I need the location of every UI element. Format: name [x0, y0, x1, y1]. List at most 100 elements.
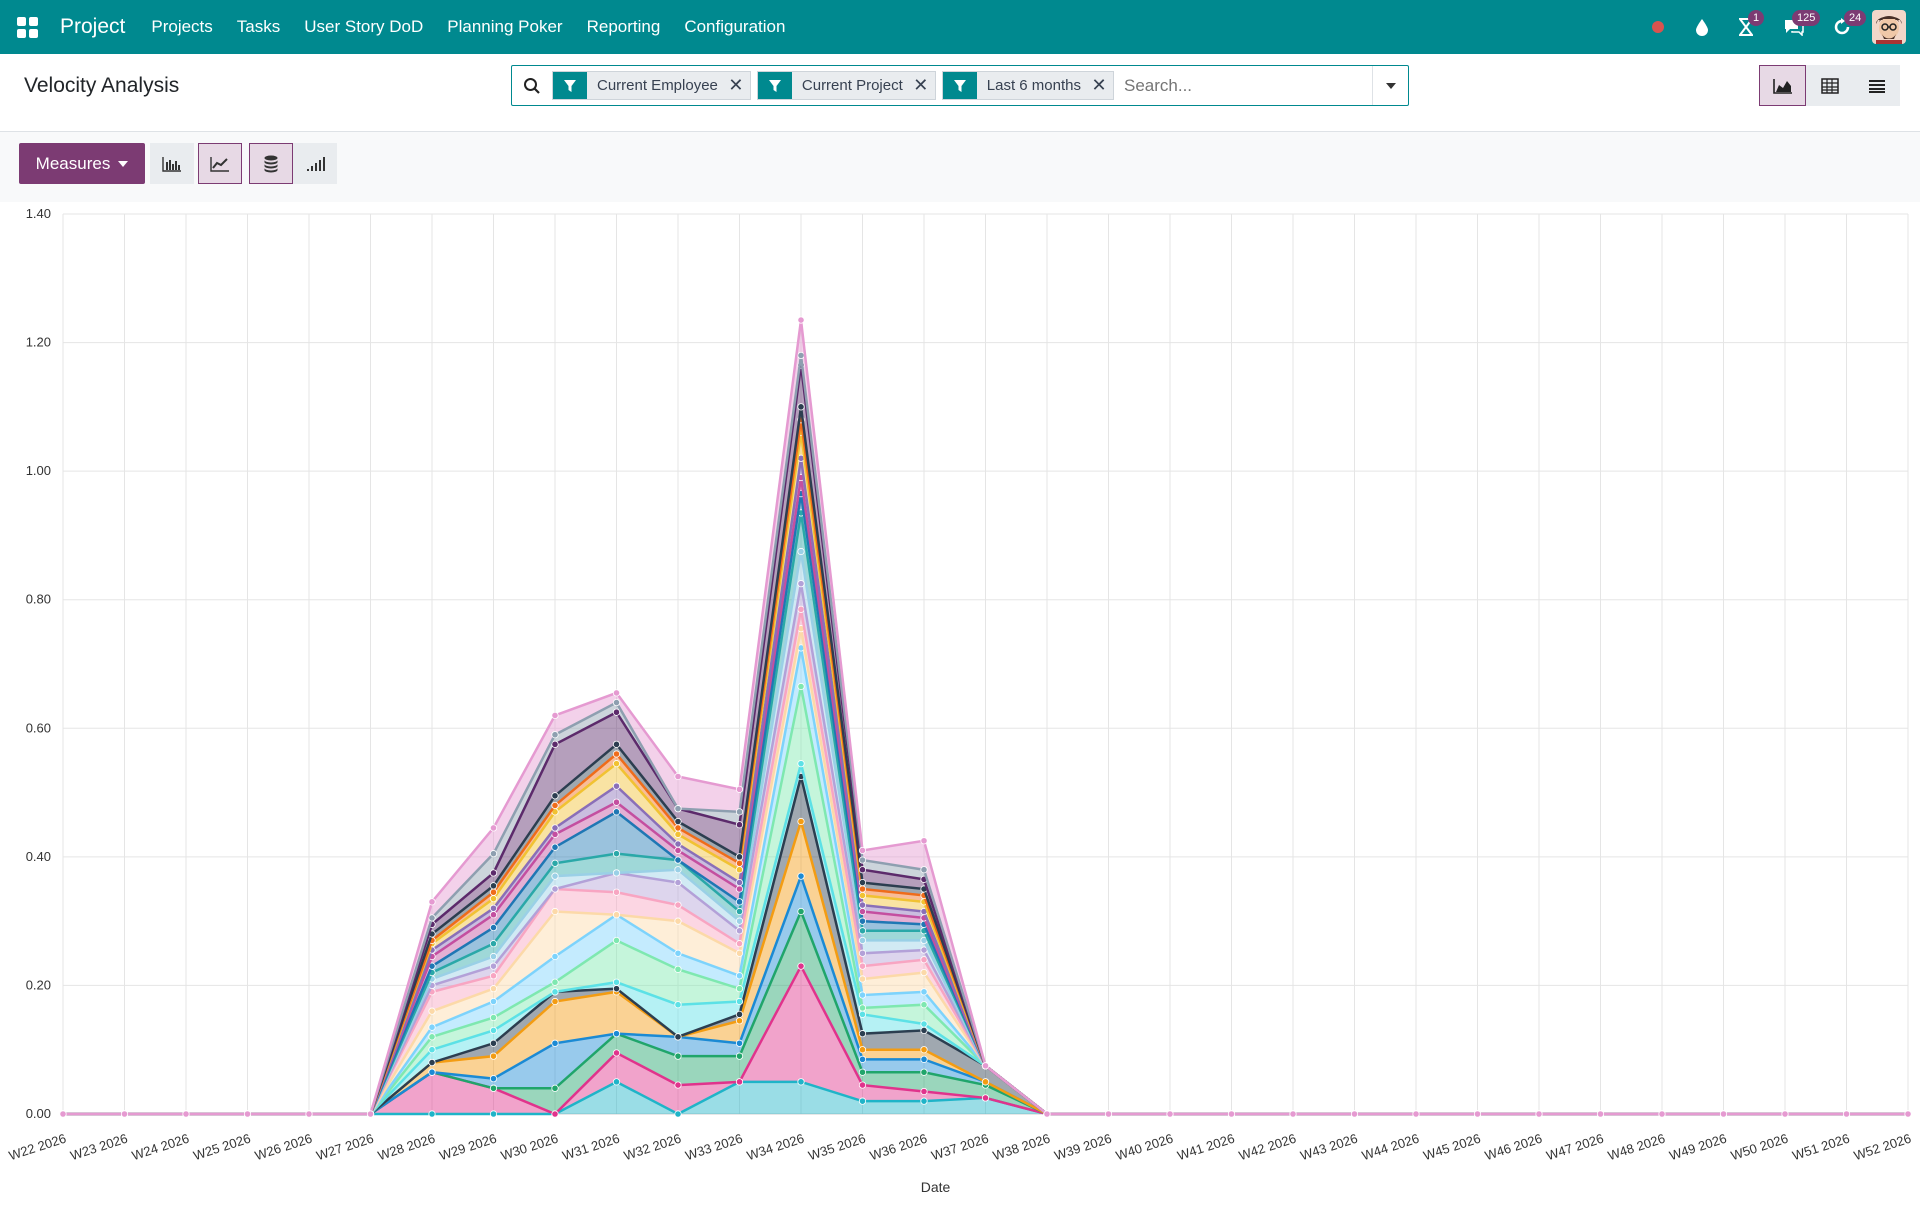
series-point-19: [551, 792, 559, 800]
activities-icon[interactable]: 1: [1724, 0, 1768, 54]
facet-current-employee: Current Employee ✕: [552, 71, 751, 100]
menu-tasks[interactable]: Tasks: [236, 17, 281, 36]
menu-configuration[interactable]: Configuration: [684, 17, 786, 36]
series-point-19: [797, 403, 805, 411]
bar-chart-button[interactable]: [150, 143, 194, 184]
search-input[interactable]: [1123, 75, 1354, 96]
updates-icon[interactable]: 24: [1820, 0, 1867, 54]
messages-icon[interactable]: 125: [1768, 0, 1821, 54]
series-point-2: [920, 1068, 928, 1076]
series-point-4: [735, 1017, 744, 1025]
series-point-10: [612, 888, 621, 896]
series-point-11: [674, 878, 682, 887]
x-tick-label: W32 2026: [622, 1131, 683, 1164]
series-point-16: [612, 782, 621, 790]
series-point-18: [735, 859, 744, 867]
series-point-20: [489, 869, 498, 877]
series-point-12: [858, 936, 867, 945]
x-tick-label: W22 2026: [7, 1131, 68, 1164]
app-name[interactable]: Project: [60, 15, 126, 38]
series-point-1: [612, 1049, 621, 1057]
series-point-6: [797, 760, 805, 768]
series-point-13: [551, 859, 559, 867]
series-point-0: [674, 1110, 682, 1118]
measures-dropdown[interactable]: Measures: [19, 143, 145, 184]
menu-projects[interactable]: Projects: [151, 17, 213, 36]
series-point-22: [182, 1110, 190, 1118]
series-point-21: [551, 731, 559, 739]
series-point-17: [612, 760, 621, 768]
series-point-0: [612, 1078, 621, 1086]
remove-facet-icon[interactable]: ✕: [912, 72, 935, 99]
series-point-9: [735, 949, 744, 957]
remove-facet-icon[interactable]: ✕: [727, 72, 750, 99]
facet-current-project: Current Project ✕: [756, 71, 936, 100]
series-point-11: [735, 927, 744, 935]
y-tick-label: 0.60: [26, 720, 51, 735]
stacked-button[interactable]: [249, 143, 293, 184]
facet-label: Current Employee: [587, 72, 728, 99]
caret-down-icon: [118, 160, 129, 167]
series-point-3: [858, 1055, 867, 1063]
facet-label: Last 6 months: [976, 72, 1091, 99]
velocity-chart: 0.00 0.20 0.40 0.60 0.80 1.00 1.20 1.40 W22 2026…: [0, 202, 1920, 1200]
series-point-12: [551, 872, 559, 880]
series-point-22: [612, 689, 621, 697]
list-icon: [1868, 79, 1885, 93]
view-switcher: [1759, 65, 1900, 106]
series-point-5: [858, 1030, 867, 1038]
cumulative-button[interactable]: [293, 143, 337, 184]
x-tick-label: W49 2026: [1667, 1131, 1728, 1164]
series-point-13: [489, 940, 498, 948]
menu-user-story-dod[interactable]: User Story DoD: [304, 17, 424, 36]
drop-icon[interactable]: [1680, 0, 1724, 54]
x-tick-label: W50 2026: [1729, 1131, 1790, 1164]
user-avatar[interactable]: [1872, 10, 1906, 44]
series-point-7: [489, 1013, 498, 1022]
series-point-22: [858, 846, 867, 855]
x-tick-label: W41 2026: [1175, 1131, 1236, 1164]
systray: 1 125 24: [1636, 0, 1920, 54]
messages-badge: 125: [1792, 10, 1821, 26]
search-icon[interactable]: [512, 77, 552, 95]
menu-planning-poker[interactable]: Planning Poker: [447, 17, 563, 36]
x-tick-label: W48 2026: [1606, 1131, 1667, 1164]
x-tick-label: W31 2026: [560, 1131, 621, 1164]
series-point-18: [612, 750, 621, 758]
control-panel: Velocity Analysis Current Employee ✕ Cur…: [0, 54, 1920, 132]
top-navbar: Project Projects Tasks User Story DoD Pl…: [0, 0, 1920, 54]
series-point-9: [428, 1007, 436, 1015]
series-point-12: [674, 866, 682, 874]
series-point-4: [981, 1078, 990, 1086]
graph-toolbar: Measures: [0, 132, 1920, 202]
series-point-17: [489, 895, 498, 903]
series-point-18: [551, 801, 559, 810]
series-point-6: [858, 1010, 867, 1018]
x-tick-label: W47 2026: [1544, 1131, 1605, 1164]
series-point-14: [551, 843, 559, 851]
series-point-22: [120, 1110, 129, 1118]
app-menu-icon[interactable]: [0, 0, 54, 54]
series-point-11: [797, 580, 805, 588]
series-point-6: [551, 988, 559, 996]
line-chart-button[interactable]: [198, 143, 242, 184]
series-point-19: [858, 878, 867, 887]
series-point-3: [428, 1068, 436, 1076]
x-tick-label: W38 2026: [991, 1131, 1052, 1164]
series-point-21: [858, 856, 867, 864]
x-tick-label: W35 2026: [806, 1131, 867, 1164]
remove-facet-icon[interactable]: ✕: [1090, 72, 1113, 99]
graph-view-button[interactable]: [1759, 65, 1806, 106]
pivot-view-button[interactable]: [1806, 65, 1853, 106]
series-point-9: [551, 907, 559, 916]
list-view-button[interactable]: [1853, 65, 1900, 106]
x-tick-label: W51 2026: [1790, 1131, 1851, 1164]
search-options-toggle[interactable]: [1372, 66, 1408, 105]
record-icon[interactable]: [1636, 0, 1680, 54]
series-point-9: [858, 975, 867, 983]
series-point-1: [674, 1081, 682, 1089]
menu-reporting[interactable]: Reporting: [586, 17, 661, 36]
x-tick-label: W29 2026: [437, 1131, 498, 1164]
series-point-12: [489, 952, 498, 961]
series-point-16: [551, 824, 559, 832]
